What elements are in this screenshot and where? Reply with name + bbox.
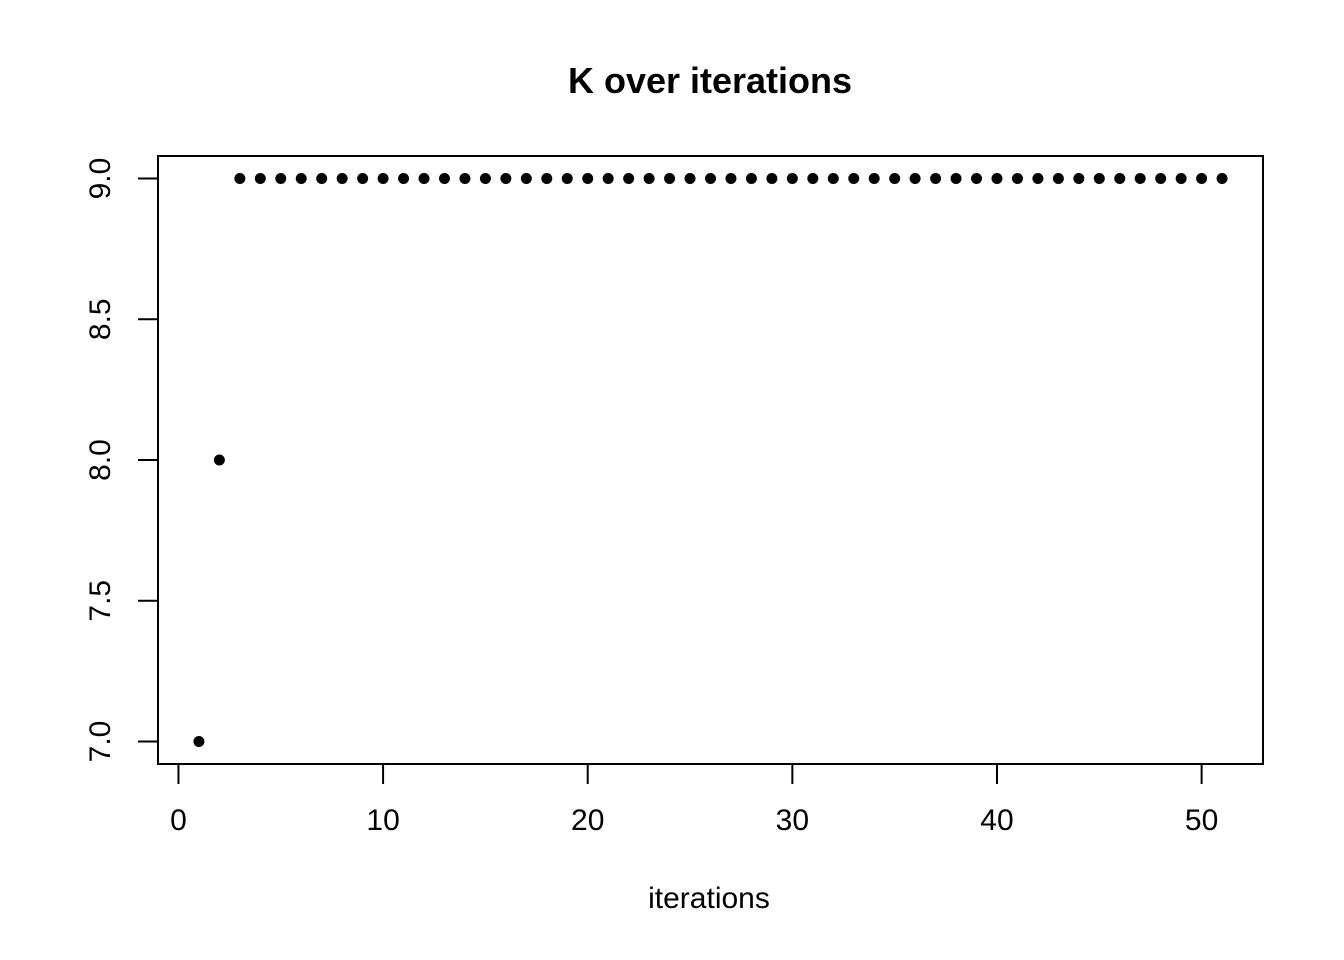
data-point: [643, 173, 655, 185]
data-point: [500, 173, 512, 185]
y-tick-label: 8.0: [84, 439, 117, 481]
data-point: [991, 173, 1003, 185]
x-tick-label: 30: [776, 804, 809, 837]
data-point: [868, 173, 880, 185]
data-point: [234, 173, 246, 185]
data-point: [336, 173, 348, 185]
data-point: [950, 173, 962, 185]
data-point: [541, 173, 553, 185]
x-tick-label: 10: [366, 804, 399, 837]
data-point: [459, 173, 471, 185]
data-point: [1011, 173, 1023, 185]
data-point: [889, 173, 901, 185]
data-point: [827, 173, 839, 185]
y-tick-label: 8.5: [84, 298, 117, 340]
data-point: [1073, 173, 1085, 185]
x-tick-label: 20: [571, 804, 604, 837]
data-point: [1175, 173, 1187, 185]
data-point: [377, 173, 389, 185]
y-tick-label: 7.5: [84, 580, 117, 622]
data-point: [971, 173, 983, 185]
data-point: [193, 735, 205, 747]
data-point: [582, 173, 594, 185]
data-point: [786, 173, 798, 185]
plot-elements: 0 10 20 30 40 50 7.0 7.5 8.0 8.5 9.0: [84, 155, 1264, 837]
x-axis-label: iterations: [648, 882, 770, 915]
x-tick-label: 0: [170, 804, 187, 837]
data-point: [213, 454, 225, 466]
data-point: [807, 173, 819, 185]
data-point: [725, 173, 737, 185]
data-point: [1216, 173, 1228, 185]
data-point: [1155, 173, 1167, 185]
y-tick-label: 7.0: [84, 721, 117, 763]
plot-box: [157, 155, 1264, 765]
data-point: [1196, 173, 1208, 185]
data-point: [1093, 173, 1105, 185]
data-point: [766, 173, 778, 185]
data-point: [745, 173, 757, 185]
data-point: [418, 173, 430, 185]
data-point: [479, 173, 491, 185]
y-tick-label: 9.0: [84, 158, 117, 200]
data-point: [602, 173, 614, 185]
data-point: [561, 173, 573, 185]
data-point: [848, 173, 860, 185]
x-tick-label: 50: [1185, 804, 1218, 837]
data-point: [684, 173, 696, 185]
data-point: [1052, 173, 1064, 185]
data-point: [705, 173, 716, 185]
chart-title: K over iterations: [568, 60, 852, 101]
data-point: [520, 173, 532, 185]
x-tick-label: 40: [980, 804, 1013, 837]
data-point: [438, 173, 450, 185]
data-point: [295, 173, 307, 185]
data-point: [254, 173, 266, 185]
data-point: [1134, 173, 1146, 185]
data-point: [316, 173, 328, 185]
data-point: [623, 173, 635, 185]
data-point: [1114, 173, 1126, 185]
data-point: [398, 173, 410, 185]
data-point: [930, 173, 942, 185]
data-point: [664, 173, 676, 185]
data-point: [909, 173, 921, 185]
data-point: [357, 173, 369, 185]
data-point: [275, 173, 287, 185]
data-point: [1032, 173, 1044, 185]
